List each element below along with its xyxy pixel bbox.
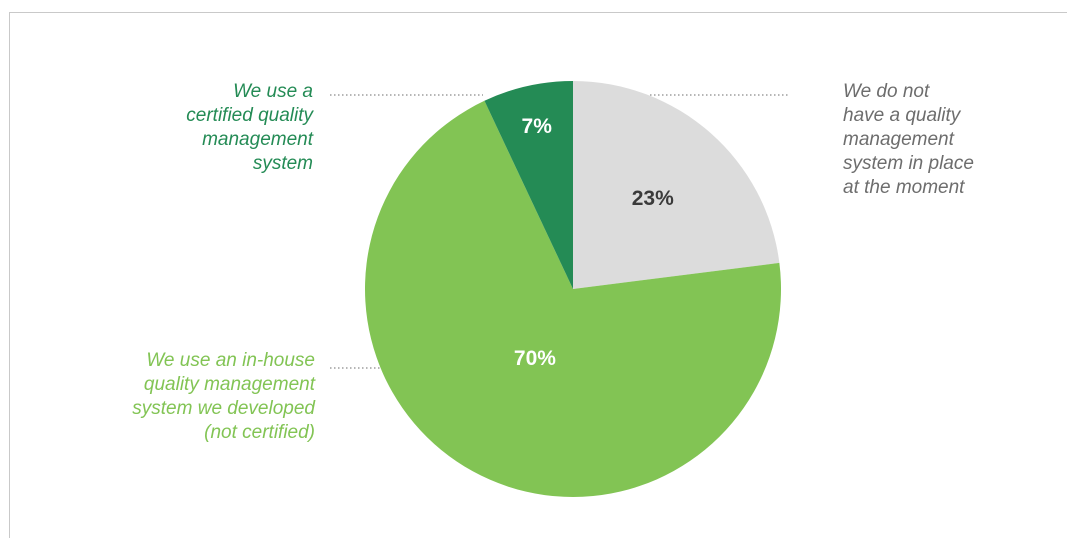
callout-line: (not certified): [204, 422, 315, 443]
callout-line: We do not: [843, 81, 930, 102]
value-label-certified: 7%: [522, 115, 553, 138]
callout-line: system in place: [843, 153, 974, 174]
pie-slice-certified: [484, 81, 573, 289]
value-label-no-system: 23%: [632, 187, 674, 210]
callout-label-no-system: We do not have a quality management syst…: [843, 80, 974, 200]
callout-line: system: [252, 153, 313, 174]
pie-slice-in-house: [365, 100, 781, 498]
callout-line: We use a: [233, 81, 313, 102]
frame-border-top: [9, 12, 1067, 13]
callout-line: management: [843, 129, 954, 150]
callout-label-certified: We use a certified quality management sy…: [186, 80, 313, 176]
pie-slice-no-system: [573, 81, 780, 289]
frame-border-left: [9, 12, 10, 538]
callout-line: certified quality: [186, 105, 313, 126]
callout-line: quality management: [143, 374, 315, 395]
callout-line: management: [202, 129, 313, 150]
callout-line: at the moment: [843, 177, 965, 198]
callout-line: We use an in-house: [146, 350, 315, 371]
callout-line: have a quality: [843, 105, 961, 126]
callout-label-in-house: We use an in-house quality management sy…: [132, 349, 315, 445]
callout-line: system we developed: [132, 398, 315, 419]
value-label-in-house: 70%: [514, 347, 556, 370]
